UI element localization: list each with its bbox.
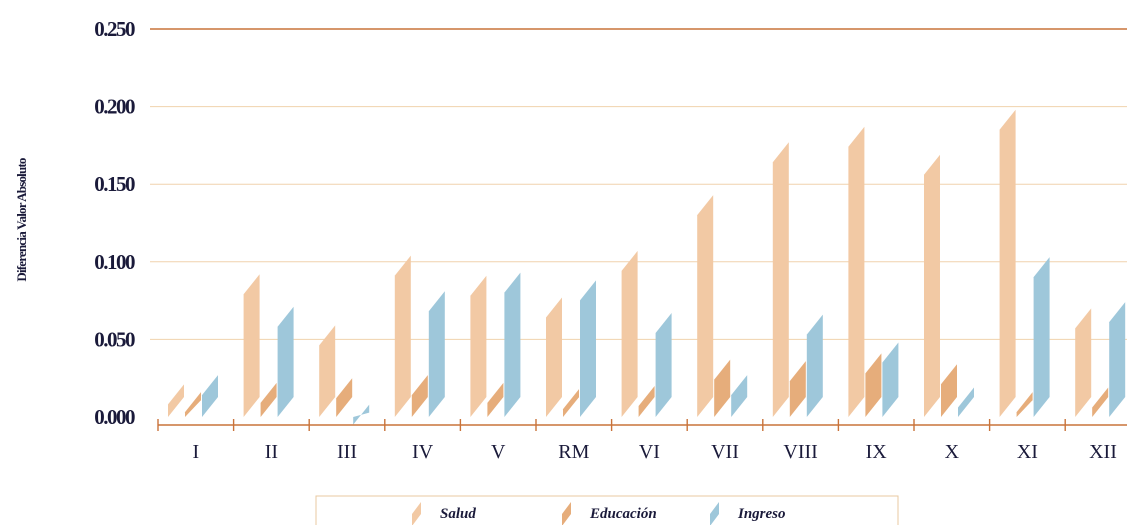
bar-ingreso-xi	[1033, 257, 1050, 417]
bar-ingreso-xii	[1109, 302, 1126, 417]
bar-educacin-v	[487, 382, 504, 417]
y-tick-label: 0.050	[94, 327, 135, 351]
x-tick-label: VI	[639, 441, 660, 463]
bar-educacin-x	[941, 364, 957, 417]
legend-swatch	[412, 502, 421, 525]
bar-ingreso-iv	[428, 291, 445, 417]
legend-swatch	[710, 502, 719, 525]
bar-ingreso-x	[958, 387, 974, 417]
bar-salud-viii	[772, 142, 789, 417]
legend-swatch	[562, 502, 571, 525]
bar-salud-iii	[319, 325, 336, 417]
bar-educacin-iii	[336, 378, 353, 417]
bar-salud-rm	[546, 297, 562, 417]
bar-salud-vii	[697, 195, 714, 417]
bar-ingreso-vii	[731, 375, 748, 417]
bar-educacin-vi	[638, 385, 655, 417]
x-tick-label: VII	[711, 441, 739, 463]
bar-ingreso-i	[202, 375, 218, 417]
x-tick-label: XII	[1089, 441, 1117, 463]
bar-educacin-ix	[865, 353, 882, 417]
x-axis: I II III IV V RM VI VII VIII IX X XI XII	[157, 419, 1127, 463]
x-tick-label: IX	[866, 441, 888, 463]
bar-salud-ii	[243, 274, 260, 417]
bar-educacin-ii	[260, 382, 277, 417]
x-tick-label: XI	[1017, 441, 1038, 463]
bar-educacin-viii	[789, 361, 806, 417]
x-tick-label: X	[945, 441, 960, 463]
bar-salud-xii	[1075, 308, 1092, 417]
bar-ingreso-rm	[580, 280, 596, 417]
gridlines	[150, 28, 1127, 340]
legend-label: Salud	[440, 506, 476, 522]
y-tick-label: 0.000	[94, 405, 135, 429]
x-tick-label: V	[491, 441, 506, 463]
bar-educacin-rm	[563, 389, 579, 417]
bar-salud-vi	[621, 250, 638, 417]
x-tick-label: IV	[412, 441, 434, 463]
y-tick-label: 0.200	[94, 95, 135, 119]
bar-ingreso-vi	[655, 313, 672, 417]
legend-label: Educación	[589, 506, 657, 522]
legend: Salud Educación Ingreso	[315, 495, 899, 525]
bar-ingreso-ii	[277, 306, 294, 417]
bar-educacin-iv	[411, 375, 428, 417]
bar-educacin-xii	[1092, 387, 1109, 417]
bar-salud-iv	[394, 255, 411, 417]
bar-educacin-xi	[1016, 392, 1033, 417]
bar-educacin-i	[185, 392, 201, 417]
y-axis-ticks: 0.000 0.050 0.100 0.150 0.200 0.250	[94, 17, 136, 429]
x-tick-label: II	[265, 441, 278, 463]
bar-ingreso-iii	[353, 404, 370, 425]
bar-salud-i	[168, 384, 184, 417]
x-tick-label: III	[337, 441, 357, 463]
y-tick-label: 0.150	[94, 172, 135, 196]
x-tick-label: VIII	[783, 441, 817, 463]
bars	[168, 109, 1126, 425]
bar-ingreso-viii	[806, 314, 823, 417]
bar-ingreso-v	[504, 272, 521, 417]
y-tick-label: 0.100	[94, 250, 135, 274]
y-axis-label: Diferencia Valor Absoluto	[14, 158, 29, 282]
bar-salud-x	[924, 154, 940, 417]
x-tick-label: I	[192, 441, 199, 463]
bar-salud-xi	[999, 109, 1016, 417]
bar-educacin-vii	[714, 359, 731, 417]
bar-ingreso-ix	[882, 342, 899, 417]
x-tick-label: RM	[558, 441, 589, 463]
y-tick-label: 0.250	[94, 17, 135, 41]
bar-salud-ix	[848, 126, 865, 417]
bar-salud-v	[470, 275, 487, 417]
legend-label: Ingreso	[737, 506, 786, 522]
